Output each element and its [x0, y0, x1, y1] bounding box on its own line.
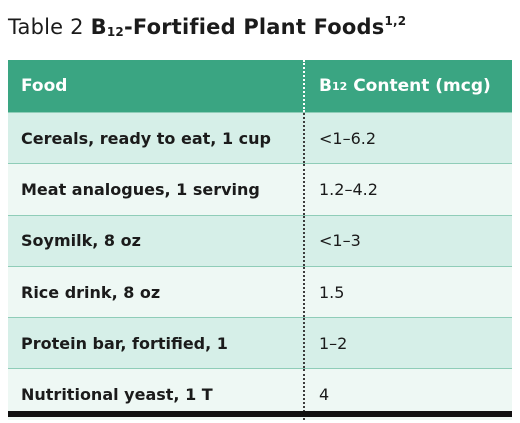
food-cell: Meat analogues, 1 serving [21, 179, 260, 199]
table-header-row: Food B 12 Content (mcg) [8, 60, 512, 112]
table-row: Protein bar, fortified, 1 1–2 [8, 317, 512, 369]
food-cell: Nutritional yeast, 1 T [21, 385, 213, 405]
fortified-foods-table: Food B 12 Content (mcg) Cereals, ready to… [8, 60, 512, 420]
table-caption: Table 2 B12-Fortified Plant Foods1,2 [8, 14, 406, 46]
table-row: Rice drink, 8 oz 1.5 [8, 265, 512, 318]
food-cell: Cereals, ready to eat, 1 cup [21, 128, 271, 148]
reference-superscript: 1,2 [384, 14, 407, 28]
food-cell: Rice drink, 8 oz [21, 282, 161, 302]
content-cell: 4 [303, 369, 512, 420]
header-food: Food [21, 76, 68, 96]
table-row: Meat analogues, 1 serving 1.2–4.2 [8, 163, 512, 215]
content-cell: 1.2–4.2 [303, 164, 512, 215]
content-cell: 1.5 [303, 266, 512, 318]
table-bottom-rule [8, 411, 512, 417]
table-title: B12-Fortified Plant Foods [90, 15, 385, 39]
header-b12-content: B 12 Content (mcg) [303, 60, 512, 112]
content-cell: 1–2 [303, 318, 512, 369]
table-row: Soymilk, 8 oz <1–3 [8, 214, 512, 266]
food-cell: Protein bar, fortified, 1 [21, 333, 228, 353]
content-cell: <1–3 [303, 215, 512, 266]
food-cell: Soymilk, 8 oz [21, 231, 141, 251]
content-cell: <1–6.2 [303, 113, 512, 164]
table-row: Cereals, ready to eat, 1 cup <1–6.2 [8, 112, 512, 164]
table-number: Table 2 [8, 15, 84, 39]
